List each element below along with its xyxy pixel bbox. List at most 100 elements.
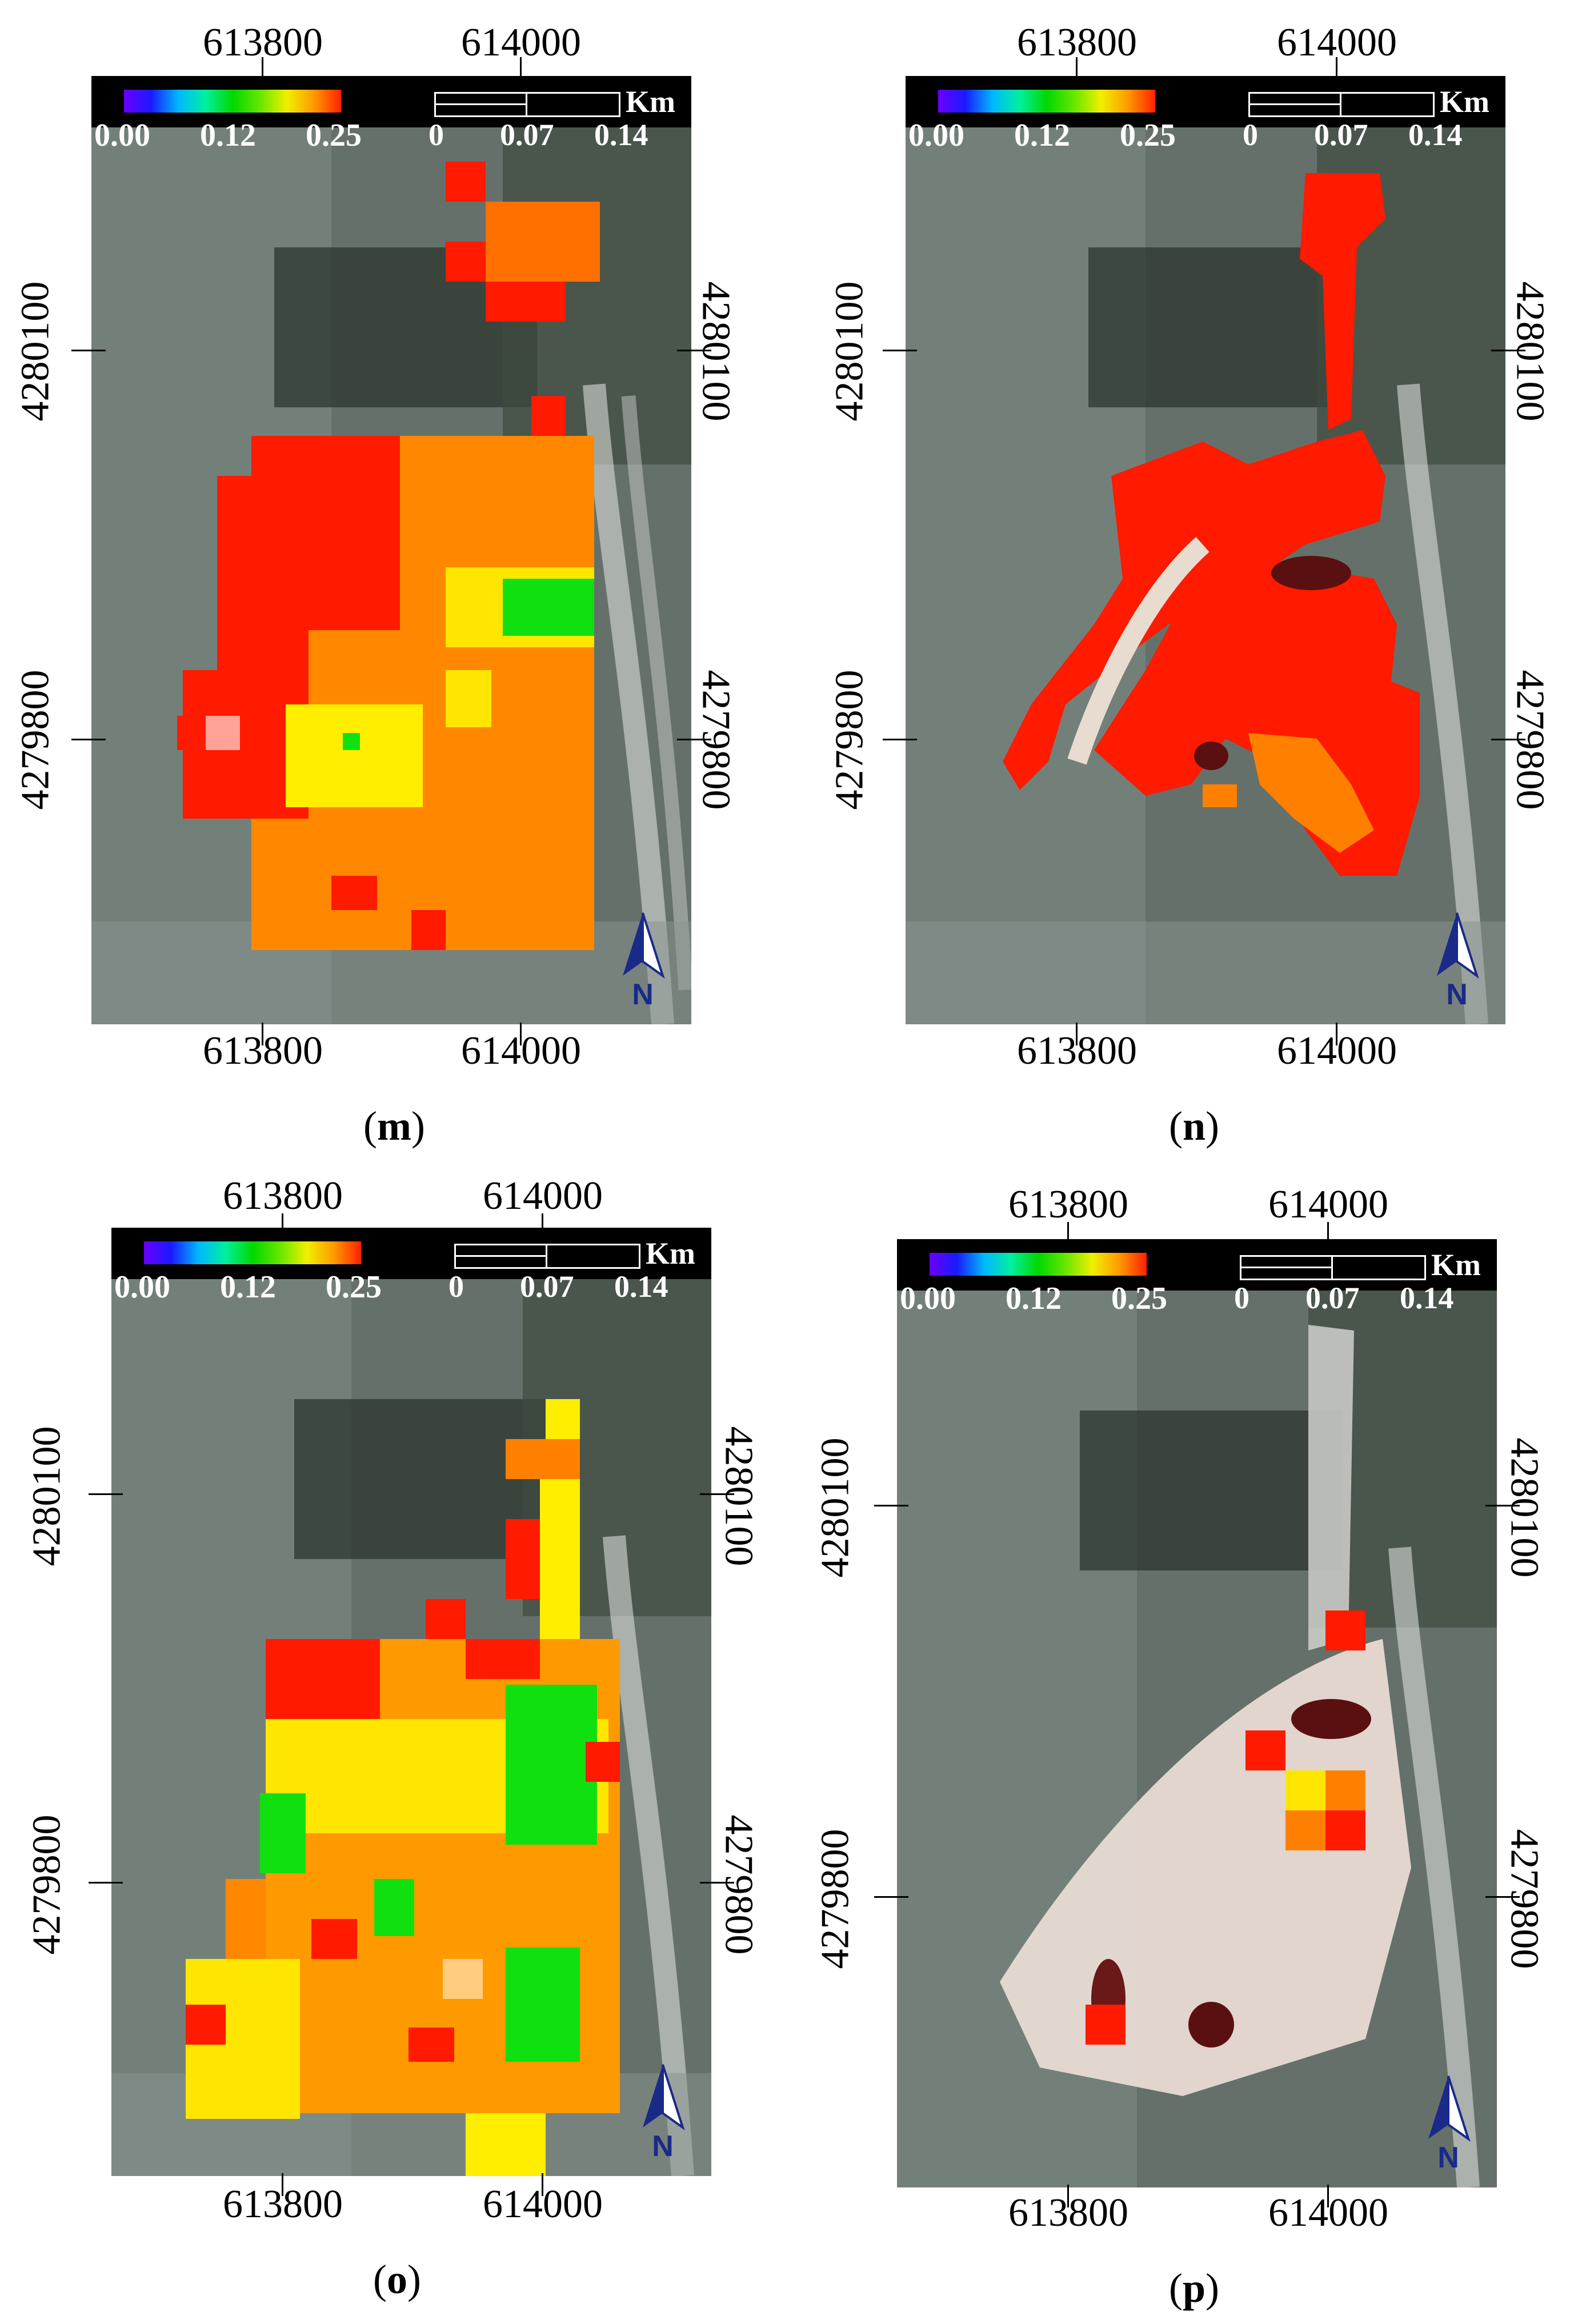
x-tick-mark	[1336, 1023, 1337, 1045]
north-arrow-icon: N	[1437, 912, 1479, 1010]
scale-label-0: 0	[448, 1269, 464, 1304]
x-tick-mark	[1327, 1222, 1329, 1245]
scale-label-0: 0	[428, 118, 444, 152]
x-tick-mark	[542, 2173, 543, 2196]
colorbar-mid: 0.12	[220, 1269, 276, 1305]
scale-label-1: 0.07	[1314, 118, 1368, 152]
index-overlay	[1086, 1610, 1365, 2045]
y-tick-mark	[874, 1896, 908, 1898]
x-tick-mark	[1336, 57, 1337, 80]
y-tick-mark	[71, 350, 106, 351]
x-tick-top-2: 614000	[483, 1174, 603, 1218]
x-tick-bottom-2: 614000	[461, 1029, 581, 1073]
panel-caption: (m)	[363, 1103, 425, 1149]
scale-label-0: 0	[1243, 118, 1258, 152]
x-tick-mark	[1327, 2185, 1329, 2207]
colorbar-min: 0.00	[94, 118, 150, 153]
y-tick-mark	[89, 1882, 123, 1884]
colorbar-mid: 0.12	[1006, 1281, 1062, 1316]
scale-label-1: 0.07	[500, 118, 554, 152]
north-label: N	[632, 978, 654, 1010]
scale-bar	[434, 92, 620, 117]
scale-label-1: 0.07	[1305, 1281, 1360, 1315]
colorbar-max: 0.25	[1120, 118, 1176, 153]
colorbar-max: 0.25	[306, 118, 362, 153]
panel-caption: (n)	[1168, 1103, 1220, 1149]
y-tick-right-1: 4280100	[1508, 281, 1552, 422]
scale-unit: Km	[1440, 85, 1489, 119]
colorbar-min: 0.00	[908, 118, 964, 153]
scale-bar	[1248, 92, 1435, 117]
colorbar	[937, 89, 1156, 114]
panel-p: 613800 614000 0.00 0.12 0.25 Km 0 0.07 0…	[797, 1162, 1594, 2324]
north-label: N	[652, 2130, 674, 2162]
y-tick-left-2: 4279800	[827, 670, 872, 810]
scale-label-2: 0.14	[594, 118, 648, 152]
index-cells	[1003, 173, 1420, 876]
x-tick-top-1: 613800	[223, 1174, 343, 1218]
north-arrow-icon: N	[623, 912, 665, 1010]
north-label: N	[1437, 2141, 1459, 2173]
y-tick-mark	[883, 739, 917, 740]
x-tick-mark	[282, 1213, 283, 1236]
x-tick-mark	[262, 1023, 263, 1045]
satellite-background	[906, 76, 1505, 1024]
x-tick-bottom-2: 614000	[1277, 1029, 1397, 1073]
y-tick-mark	[1491, 350, 1525, 351]
x-tick-bottom-2: 614000	[483, 2182, 603, 2226]
colorbar-mid: 0.12	[1014, 118, 1070, 153]
scale-unit: Km	[646, 1236, 695, 1271]
y-tick-mark	[883, 350, 917, 351]
north-arrow-icon: N	[643, 2064, 685, 2162]
x-tick-mark	[1067, 1222, 1069, 1245]
scale-label-2: 0.14	[1400, 1281, 1454, 1315]
panel-caption: (o)	[373, 2257, 421, 2302]
y-tick-mark	[71, 739, 106, 740]
y-tick-left-1: 4280100	[13, 281, 58, 422]
y-tick-left-1: 4280100	[827, 281, 872, 422]
colorbar-max: 0.25	[326, 1269, 382, 1305]
index-overlay	[186, 1399, 620, 2176]
y-tick-mark	[1485, 1505, 1520, 1506]
y-tick-right-1: 4280100	[694, 281, 738, 422]
y-tick-mark	[1491, 739, 1525, 740]
x-tick-bottom-2: 614000	[1268, 2191, 1388, 2235]
north-arrow-icon: N	[1428, 2075, 1471, 2173]
satellite-background	[897, 1239, 1497, 2187]
x-tick-mark	[520, 57, 522, 80]
x-tick-bottom-1: 613800	[1008, 2191, 1128, 2235]
y-tick-mark	[874, 1505, 908, 1506]
x-tick-mark	[1067, 2185, 1069, 2207]
y-tick-mark	[677, 739, 711, 740]
index-cells	[177, 162, 600, 950]
y-tick-left-1: 4280100	[25, 1426, 69, 1566]
colorbar	[928, 1252, 1148, 1277]
scale-unit: Km	[1431, 1248, 1481, 1282]
y-tick-mark	[1485, 1896, 1520, 1898]
panel-caption: (p)	[1168, 2265, 1220, 2311]
scale-bar	[454, 1244, 640, 1269]
x-tick-mark	[262, 57, 263, 80]
index-cells	[186, 1399, 620, 2176]
y-tick-right-1: 4280100	[716, 1426, 761, 1566]
x-tick-top-2: 614000	[1268, 1183, 1388, 1227]
index-overlay	[177, 162, 600, 950]
y-tick-right-2: 4279800	[1502, 1829, 1547, 1969]
scale-bar	[1240, 1255, 1426, 1280]
colorbar-mid: 0.12	[200, 118, 256, 153]
scale-label-0: 0	[1234, 1281, 1249, 1315]
colorbar-min: 0.00	[114, 1269, 170, 1305]
north-label: N	[1446, 978, 1468, 1010]
panel-m: 613800 614000 0.00 0.12 0.25 Km 0 0.07 0…	[0, 0, 797, 1162]
colorbar	[143, 1240, 362, 1265]
panel-n: 613800 614000 0.00 0.12 0.25 Km 0 0.07 0…	[797, 0, 1594, 1162]
x-tick-mark	[520, 1023, 522, 1045]
x-tick-bottom-1: 613800	[1017, 1029, 1137, 1073]
y-tick-right-1: 4280100	[1502, 1437, 1547, 1578]
y-tick-mark	[89, 1493, 123, 1495]
y-tick-mark	[677, 350, 711, 351]
panel-o: 613800 614000 0.00 0.12 0.25 Km 0 0.07 0…	[0, 1162, 797, 2324]
colorbar-max: 0.25	[1111, 1281, 1167, 1316]
y-tick-mark	[700, 1882, 734, 1884]
x-tick-top-1: 613800	[1008, 1183, 1128, 1227]
